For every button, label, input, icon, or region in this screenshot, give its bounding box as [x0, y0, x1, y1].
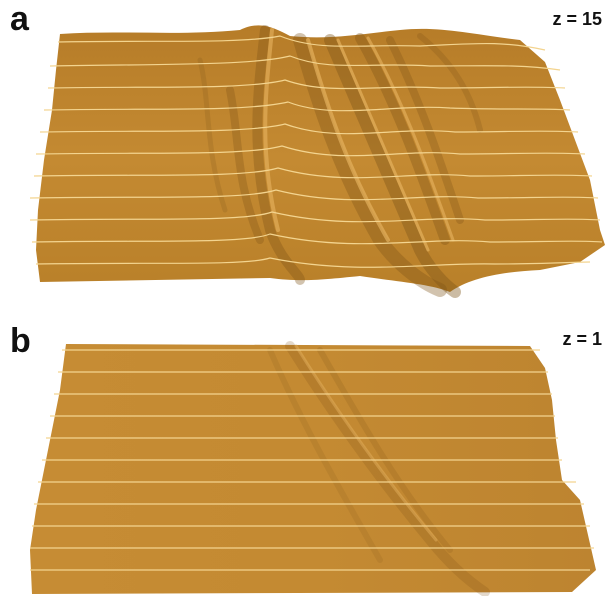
fold-ridges-a	[197, 25, 483, 298]
panel-a: a z = 15	[10, 0, 605, 298]
panel-letter-a: a	[10, 0, 29, 38]
z-label-b: z = 1	[562, 329, 602, 349]
surface-sheet-b	[30, 344, 596, 594]
surface-plot-b	[30, 341, 596, 596]
panel-letter-b: b	[10, 322, 31, 360]
surface-sheet-a	[36, 25, 605, 292]
fold-ridges-b	[267, 341, 490, 596]
panel-b: b z = 1	[0, 310, 606, 596]
contour-lines-a	[29, 35, 603, 268]
contour-lines-b	[30, 349, 594, 571]
surface-plot-a	[29, 25, 605, 298]
z-label-a: z = 15	[552, 9, 602, 29]
